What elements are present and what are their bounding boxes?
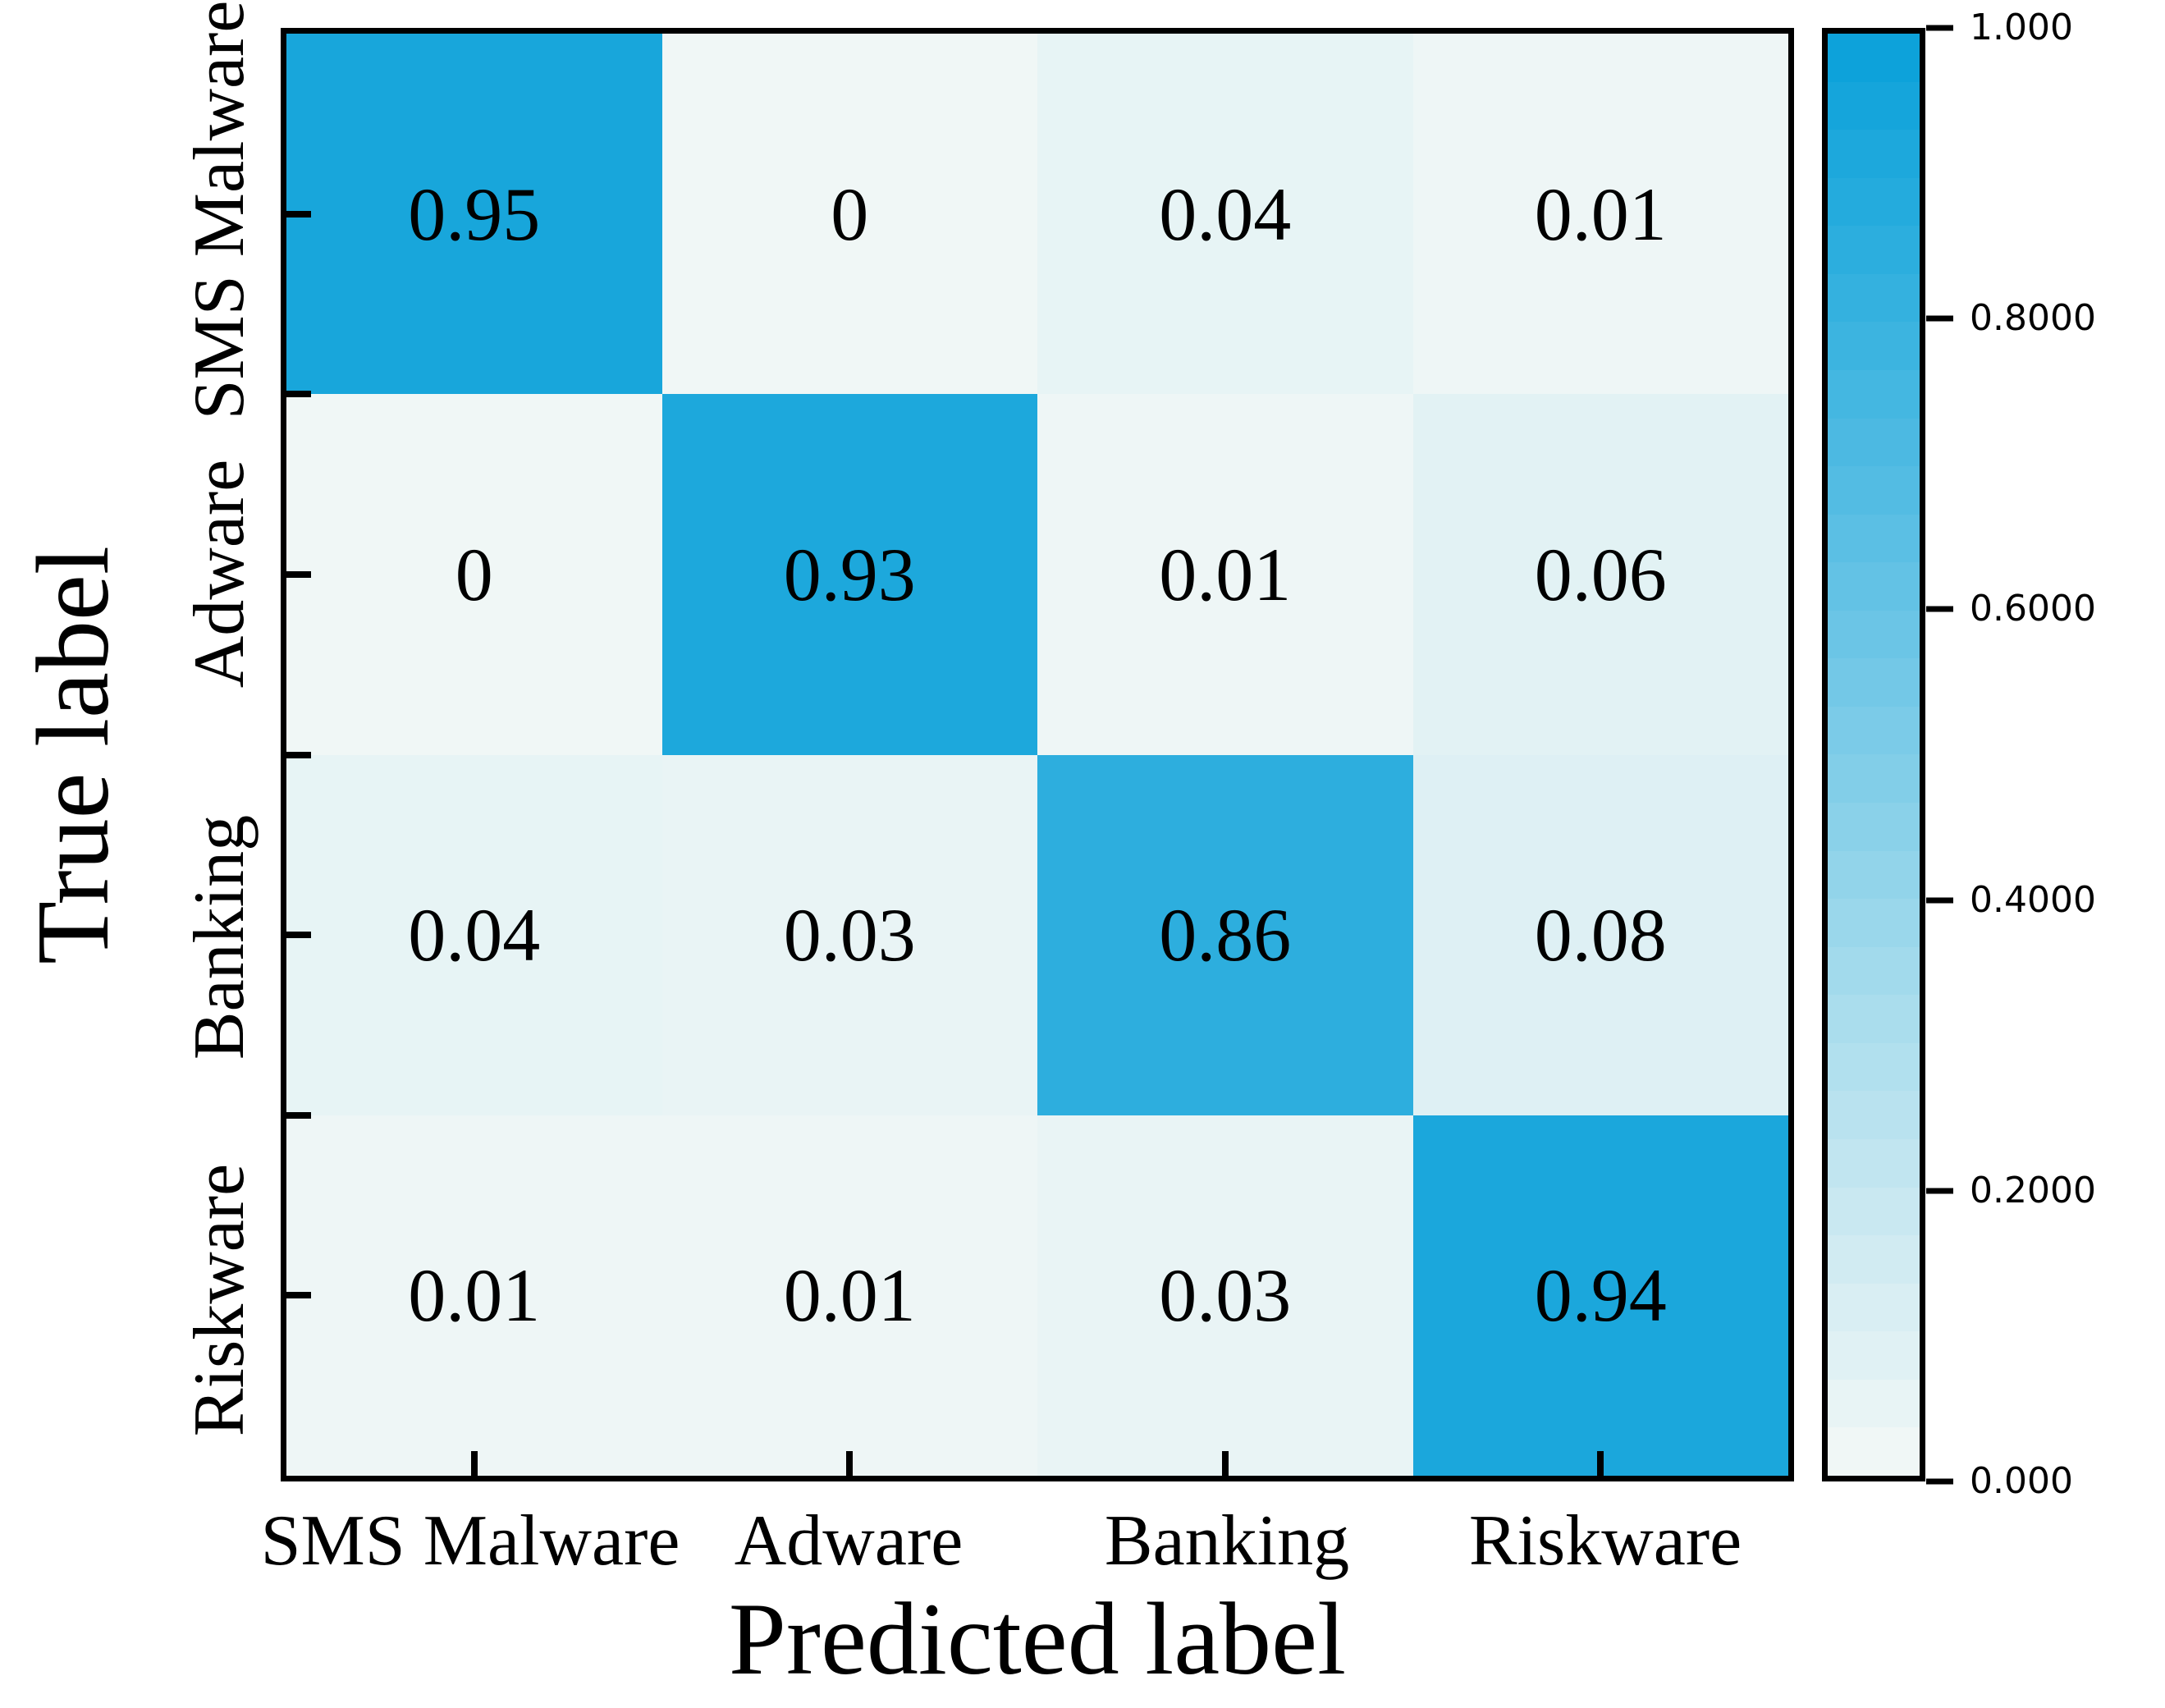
- colorbar-band: [1828, 1187, 1920, 1236]
- y-axis-tick: [286, 751, 311, 758]
- x-tick-label-adware: Adware: [734, 1501, 963, 1581]
- matrix-cell: 0.95: [286, 34, 662, 395]
- colorbar-band: [1828, 1091, 1920, 1139]
- matrix-cell: 0.93: [661, 394, 1037, 755]
- colorbar-band: [1828, 1427, 1920, 1476]
- matrix-cell: 0.01: [661, 1115, 1037, 1476]
- colorbar-tick-label: 0.2000: [1970, 1169, 2096, 1211]
- colorbar-tick: [1926, 1478, 1953, 1485]
- colorbar-band: [1828, 995, 1920, 1043]
- colorbar-band: [1828, 1042, 1920, 1092]
- matrix-cell: 0.01: [1037, 394, 1413, 755]
- matrix-cell: 0.94: [1412, 1115, 1788, 1476]
- colorbar-tick: [1926, 1188, 1953, 1194]
- colorbar-band: [1828, 226, 1920, 274]
- x-axis-tick: [1597, 1451, 1604, 1476]
- colorbar-tick-label: 0.8000: [1970, 297, 2096, 340]
- y-tick-label-sms-malware: SMS Malware: [180, 0, 259, 420]
- y-axis-tick: [286, 1111, 311, 1119]
- y-axis-title: True label: [16, 546, 130, 964]
- colorbar-tick: [1926, 25, 1953, 31]
- matrix-cell: 0: [286, 394, 662, 755]
- colorbar-band: [1828, 369, 1920, 419]
- y-axis-tick: [286, 391, 311, 398]
- colorbar-band: [1828, 803, 1920, 851]
- matrix-cell: 0.03: [661, 754, 1037, 1115]
- colorbar-band: [1828, 130, 1920, 178]
- matrix-cell: 0.06: [1412, 394, 1788, 755]
- y-axis-tick: [286, 1292, 311, 1299]
- colorbar-band: [1828, 1331, 1920, 1380]
- matrix-row: 0.01 0.01 0.03 0.94: [286, 1115, 1788, 1476]
- x-axis-title: Predicted label: [728, 1582, 1347, 1697]
- colorbar-band: [1828, 946, 1920, 996]
- matrix-cell: 0.03: [1037, 1115, 1413, 1476]
- colorbar-band: [1828, 610, 1920, 659]
- y-tick-label-adware: Adware: [180, 459, 259, 689]
- colorbar: [1822, 28, 1925, 1481]
- colorbar-tick: [1926, 315, 1953, 322]
- y-tick-label-banking: Banking: [180, 814, 259, 1060]
- colorbar-band: [1828, 418, 1920, 467]
- colorbar-band: [1828, 658, 1920, 707]
- y-axis-tick: [286, 932, 311, 939]
- colorbar-band: [1828, 273, 1920, 323]
- y-tick-label-riskware: Riskware: [180, 1163, 259, 1437]
- colorbar-band: [1828, 1138, 1920, 1188]
- colorbar-tick: [1926, 606, 1953, 612]
- x-tick-label-banking: Banking: [1104, 1501, 1350, 1581]
- colorbar-band: [1828, 754, 1920, 803]
- colorbar-band: [1828, 562, 1920, 611]
- colorbar-band: [1828, 322, 1920, 370]
- y-axis-tick: [286, 210, 311, 218]
- x-tick-label-riskware: Riskware: [1468, 1501, 1742, 1581]
- colorbar-band: [1828, 1379, 1920, 1428]
- matrix-cell: 0.04: [1037, 34, 1413, 395]
- colorbar-tick-label: 0.000: [1970, 1460, 2073, 1502]
- heatmap-plot-area: 0.95 0 0.04 0.01 0 0.93 0.01 0.06 0.04 0…: [281, 28, 1794, 1481]
- matrix-cell: 0.86: [1037, 754, 1413, 1115]
- x-axis-tick: [470, 1451, 478, 1476]
- y-axis-tick: [286, 570, 311, 578]
- x-tick-label-sms-malware: SMS Malware: [260, 1501, 680, 1581]
- colorbar-band: [1828, 1235, 1920, 1284]
- matrix-cell: 0.01: [286, 1115, 662, 1476]
- colorbar-band: [1828, 850, 1920, 900]
- colorbar-band: [1828, 706, 1920, 755]
- colorbar-tick-label: 0.6000: [1970, 588, 2096, 630]
- colorbar-band: [1828, 514, 1920, 563]
- matrix-cell: 0.01: [1412, 34, 1788, 395]
- matrix-cell: 0.08: [1412, 754, 1788, 1115]
- colorbar-band: [1828, 81, 1920, 131]
- matrix-row: 0 0.93 0.01 0.06: [286, 394, 1788, 755]
- colorbar-tick-label: 1.000: [1970, 7, 2073, 48]
- colorbar-labels: 1.000 0.8000 0.6000 0.4000 0.2000 0.000: [1970, 10, 2165, 1500]
- colorbar-band: [1828, 177, 1920, 227]
- matrix-cell: 0.04: [286, 754, 662, 1115]
- heatmap-cells: 0.95 0 0.04 0.01 0 0.93 0.01 0.06 0.04 0…: [286, 34, 1788, 1476]
- colorbar-band: [1828, 466, 1920, 515]
- colorbar-tick-label: 0.4000: [1970, 878, 2096, 921]
- matrix-cell: 0: [661, 34, 1037, 395]
- colorbar-ticks: [1926, 25, 1953, 1485]
- colorbar-band: [1828, 34, 1920, 82]
- colorbar-tick: [1926, 897, 1953, 904]
- matrix-row: 0.95 0 0.04 0.01: [286, 34, 1788, 395]
- matrix-row: 0.04 0.03 0.86 0.08: [286, 754, 1788, 1115]
- colorbar-band: [1828, 899, 1920, 947]
- x-axis-tick: [1221, 1451, 1229, 1476]
- x-axis-tick: [846, 1451, 854, 1476]
- colorbar-band: [1828, 1283, 1920, 1332]
